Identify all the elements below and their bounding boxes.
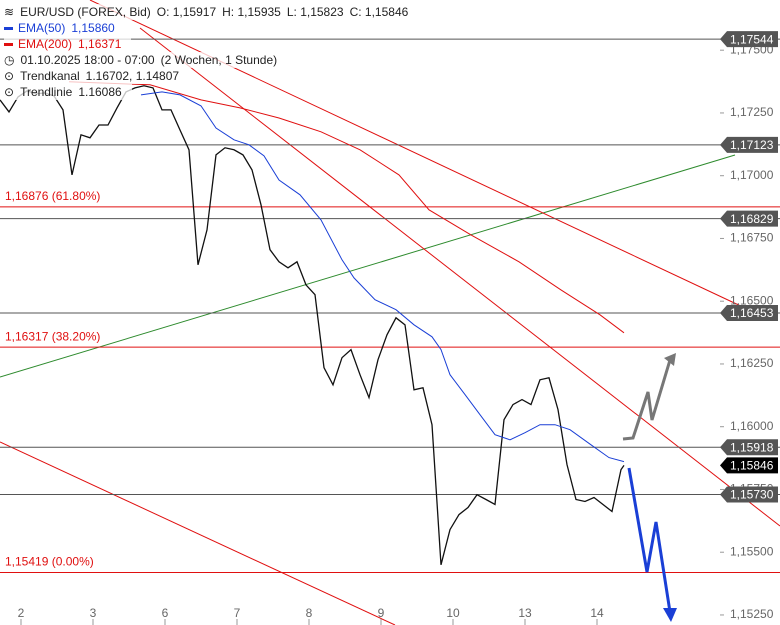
price-tag [720,31,778,48]
price-tag [720,210,778,227]
study-name: Trendkanal [20,69,80,83]
series-line [140,91,625,463]
legend-name: EMA(200) [18,37,73,51]
legend-row: ≋ EUR/USD (FOREX, Bid) O: 1,15917 H: 1,1593… [4,4,419,20]
icon: ≋ [4,5,15,19]
x-tick-label: 13 [518,606,532,620]
legend-row: EMA(50) 1,15860 [4,20,125,36]
study-params: 1.16702, 1.14807 [85,69,180,83]
x-tick-label: 7 [234,606,241,620]
x-tick-label: 10 [446,606,460,620]
price-tags: 1,17544 1,17123 1,16829 1,16453 1,15918 1,157… [720,31,778,503]
instrument: EUR/USD (FOREX, Bid) [20,5,151,19]
price-tag-label: 1,16829 [730,212,774,226]
x-tick-label: 14 [590,606,604,620]
legend-row: ◷ 01.10.2025 18:00 - 07:00 (2 Wochen, 1 St… [4,52,288,68]
down-arrow [627,467,672,613]
forecast-arrows [622,353,677,622]
y-tick-label: 1,16000 [730,419,774,433]
legend-row: ⊙ Trendkanal 1.16702, 1.14807 [4,68,190,84]
price-tag-label: 1,17544 [730,32,774,46]
up-arrow [622,359,672,441]
legend-row: ⊙ Trendlinie 1.16086 [4,84,132,100]
price-tag [720,136,778,153]
axes: 1,152501,155001,157501,160001,162501,165… [0,38,780,625]
x-tick-label: 9 [378,606,385,620]
x-tick-label: 8 [306,606,313,620]
legend-name: EMA(50) [18,21,66,35]
study-params: 1.16086 [78,85,122,99]
y-tick-label: 1,16750 [730,231,774,245]
legend-swatch [4,27,13,31]
legend-swatch [4,43,13,47]
ohlc: L: 1,15823 [286,5,344,19]
price-tag-label: 1,15846 [730,459,774,473]
fib-label: 1,16876 (61.80%) [5,189,100,203]
channel-line [139,27,780,527]
price-tag [720,439,778,456]
ohlc: C: 1,15846 [349,5,409,19]
price-tag-label: 1,15918 [730,440,774,454]
price-tag [720,486,778,503]
icon: ⊙ [4,69,15,83]
price-tag [720,457,778,474]
y-tick-label: 1,17000 [730,168,774,182]
legend-row: EMA(200) 1,16371 [4,36,132,52]
price-tag [720,305,778,322]
y-tick-label: 1,15250 [730,607,774,621]
y-tick-label: 1,16500 [730,293,774,307]
y-tick-label: 1,17250 [730,105,774,119]
price-tag-label: 1,16453 [730,306,774,320]
study-name: Trendlinie [20,85,73,99]
y-tick-label: 1,16250 [730,356,774,370]
icon: ⊙ [4,85,15,99]
series-line [0,85,625,565]
x-tick-label: 6 [162,606,169,620]
arrow-head [663,608,677,622]
fib-label: 1,16317 (38.20%) [5,329,100,343]
legend: ≋ EUR/USD (FOREX, Bid) O: 1,15917 H: 1,1593… [4,4,419,100]
x-tick-label: 2 [18,606,25,620]
legend-value: 1,16371 [78,37,122,51]
channel-line [0,441,396,625]
channel-line [89,0,746,309]
ohlc: O: 1,15917 [156,5,217,19]
legend-value: 1,15860 [71,21,115,35]
ohlc: H: 1,15935 [222,5,281,19]
arrow-head [664,353,676,366]
fib-label: 1,15419 (0.00%) [5,555,94,569]
price-tag-label: 1,15730 [730,488,774,502]
price-tag-label: 1,17123 [730,138,774,152]
period: 01.10.2025 18:00 - 07:00 [20,53,155,67]
trendline [0,154,736,378]
x-tick-label: 3 [90,606,97,620]
y-tick-label: 1,15500 [730,544,774,558]
series-line [68,81,625,334]
range: (2 Wochen, 1 Stunde) [160,53,278,67]
icon: ◷ [4,53,15,67]
